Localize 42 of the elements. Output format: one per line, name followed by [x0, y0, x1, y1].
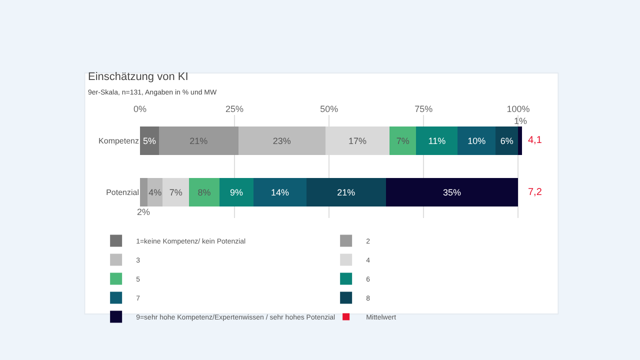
text: 7,2 [528, 187, 542, 198]
bar [189, 178, 220, 206]
x-tick-label: 25% [226, 104, 244, 114]
data-label: 7% [169, 187, 182, 198]
text: 4,1 [528, 135, 542, 146]
bar [416, 126, 458, 155]
bar [306, 178, 386, 206]
data-label: 35% [443, 187, 462, 198]
bar [386, 178, 518, 206]
data-label: 1% [514, 116, 528, 126]
bar [253, 178, 306, 206]
data-label: 7% [396, 136, 410, 146]
data-label: 6% [500, 136, 514, 146]
x-tick-label: 100% [506, 104, 530, 114]
x-tick-label: 0% [133, 104, 147, 114]
bar [140, 178, 148, 206]
data-label: 10% [468, 136, 486, 146]
bar [158, 126, 238, 155]
bar [518, 126, 522, 155]
bar [238, 126, 326, 155]
bar [219, 178, 254, 206]
data-label: 8% [198, 187, 211, 198]
x-tick-label: 75% [414, 104, 433, 114]
data-label: 5% [142, 136, 156, 146]
data-label: 9% [230, 187, 243, 198]
data-label: 21% [190, 136, 208, 146]
bar [140, 126, 159, 155]
data-label: 21% [337, 187, 356, 198]
y-tick-label: Kompetenz [98, 136, 139, 146]
bar [162, 178, 190, 206]
data-label: 23% [272, 136, 291, 146]
bar [458, 126, 496, 155]
y-tick-label: Potenzial [106, 188, 140, 198]
bar [496, 126, 518, 155]
data-label: 11% [428, 136, 446, 146]
data-label: 4% [148, 187, 162, 198]
x-tick-label: 50% [320, 104, 338, 114]
bar [390, 126, 416, 155]
data-label: 17% [348, 136, 366, 146]
data-label: 2% [137, 207, 150, 217]
data-label: 14% [270, 187, 289, 198]
chart-title: Einschätzung von KI [88, 71, 188, 83]
